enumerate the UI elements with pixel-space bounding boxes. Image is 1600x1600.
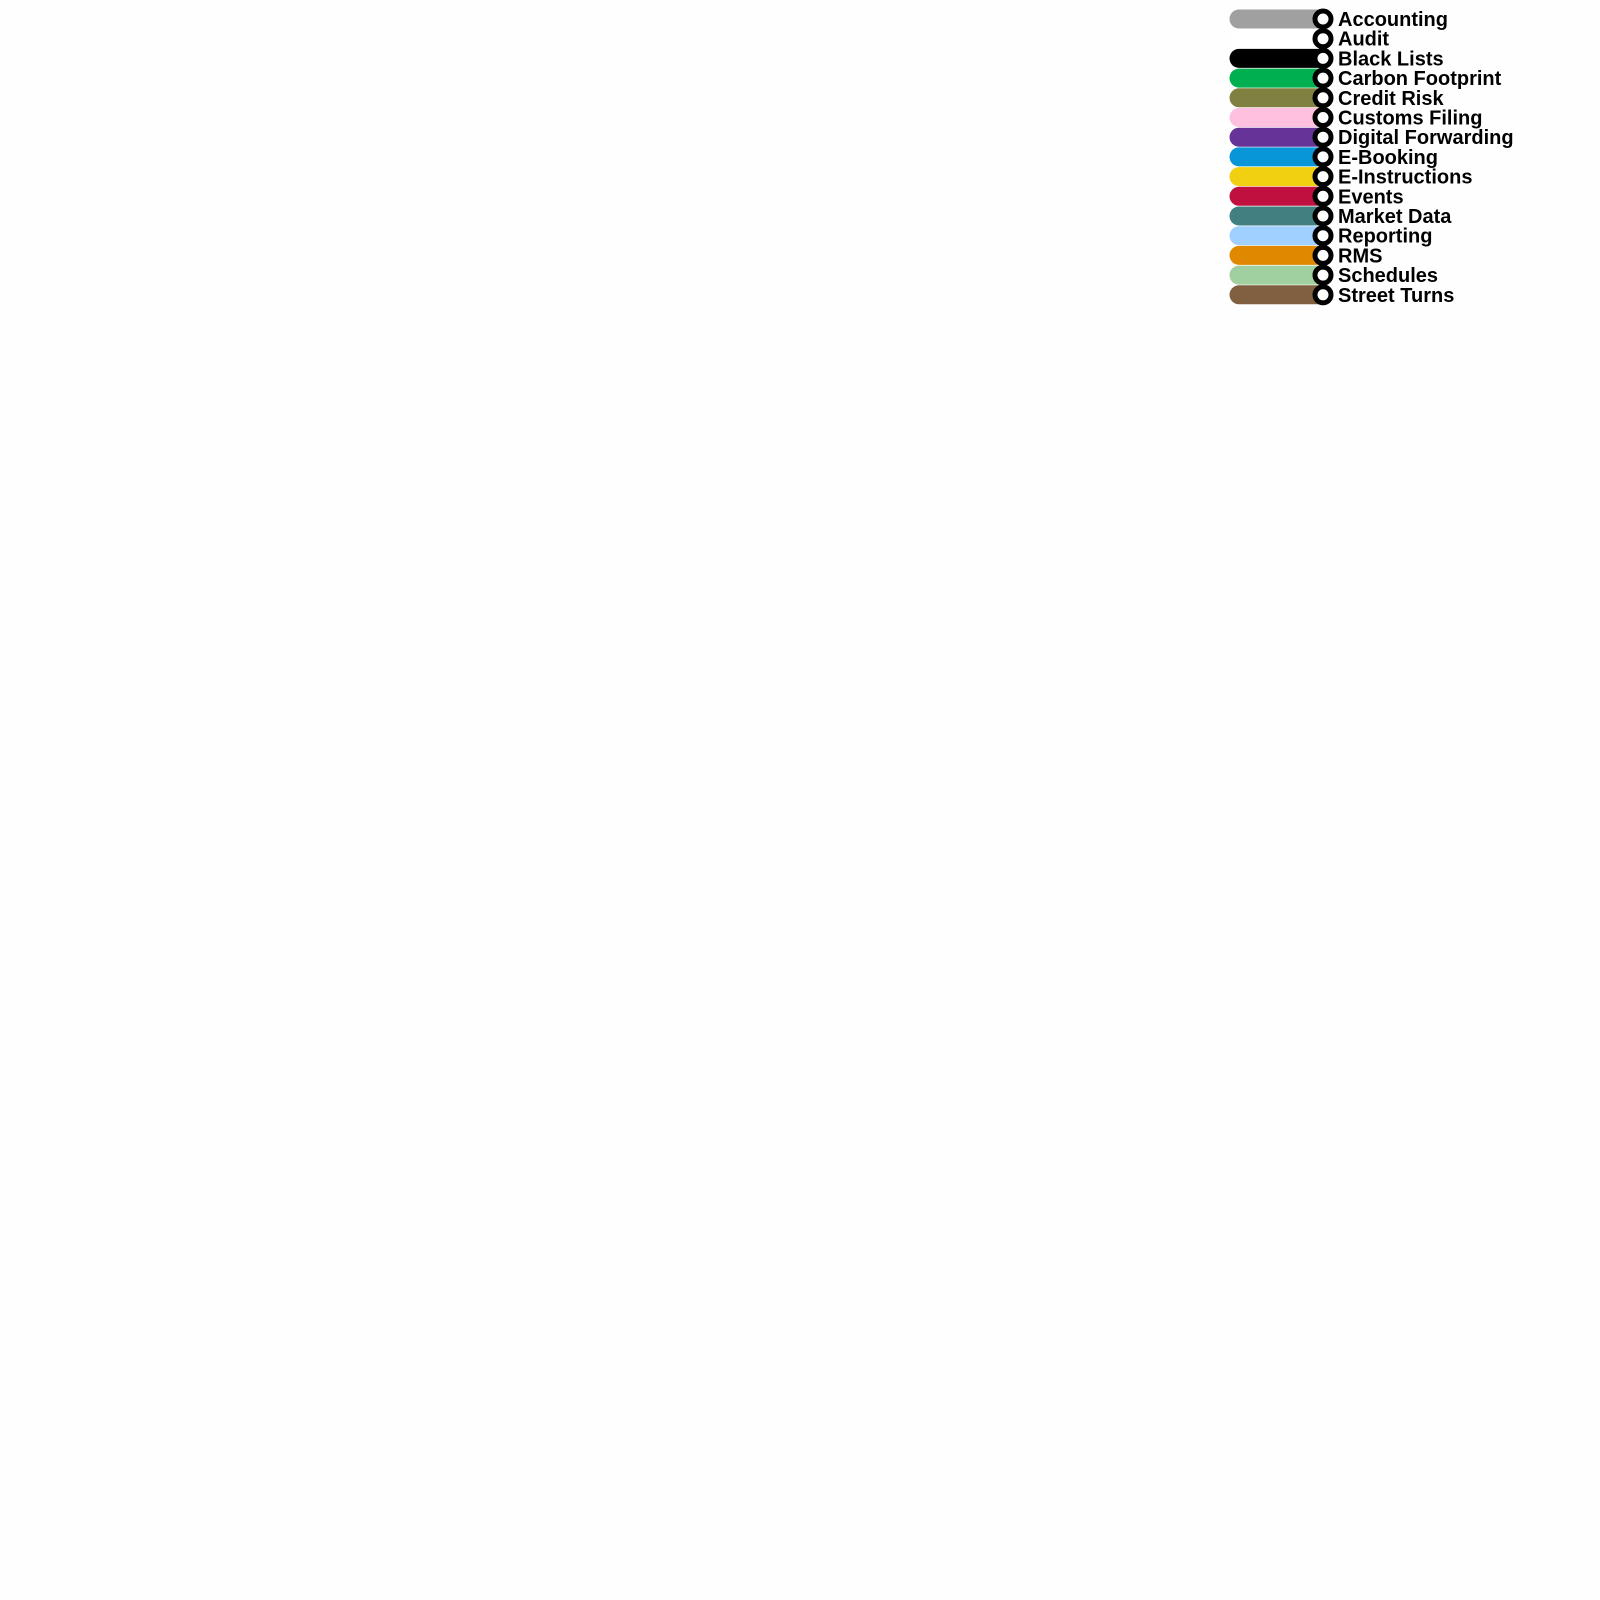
station-marker-icon bbox=[1312, 47, 1334, 69]
legend-item: E-Booking bbox=[1229, 146, 1438, 169]
legend-item: Schedules bbox=[1229, 264, 1438, 287]
legend-item: Black Lists bbox=[1229, 47, 1444, 70]
legend-label: Audit bbox=[1338, 29, 1389, 51]
legend-label: Digital Forwarding bbox=[1338, 127, 1514, 149]
legend-label: Street Turns bbox=[1338, 285, 1454, 307]
legend-item: Events bbox=[1229, 185, 1404, 208]
station-marker-icon bbox=[1312, 126, 1334, 148]
legend-item: Reporting bbox=[1229, 225, 1432, 248]
legend-item: Audit bbox=[1229, 28, 1389, 51]
legend-label: Credit Risk bbox=[1338, 88, 1444, 110]
station-marker-icon bbox=[1312, 87, 1334, 109]
station-marker-icon bbox=[1312, 146, 1334, 168]
station-marker-icon bbox=[1312, 166, 1334, 188]
legend-label: Black Lists bbox=[1338, 48, 1444, 70]
legend-item: Digital Forwarding bbox=[1229, 126, 1514, 149]
legend-label: E-Booking bbox=[1338, 147, 1438, 169]
legend-label: Reporting bbox=[1338, 226, 1432, 248]
legend-label: RMS bbox=[1338, 245, 1382, 267]
legend-item: Market Data bbox=[1229, 205, 1452, 228]
legend-item: E-Instructions bbox=[1229, 166, 1472, 189]
legend-item: Customs Filing bbox=[1229, 107, 1482, 130]
legend-item: Street Turns bbox=[1229, 284, 1454, 307]
station-marker-icon bbox=[1312, 264, 1334, 286]
legend-label: Market Data bbox=[1338, 206, 1452, 228]
legend-label: E-Instructions bbox=[1338, 167, 1472, 189]
legend-label: Customs Filing bbox=[1338, 108, 1482, 130]
legend-item: Carbon Footprint bbox=[1229, 67, 1502, 90]
station-marker-icon bbox=[1312, 284, 1334, 306]
legend-label: Carbon Footprint bbox=[1338, 68, 1502, 90]
legend-label: Accounting bbox=[1338, 9, 1448, 31]
station-marker-icon bbox=[1312, 107, 1334, 128]
legend-label: Events bbox=[1338, 186, 1404, 208]
legend-label: Schedules bbox=[1338, 265, 1438, 287]
station-marker-icon bbox=[1312, 225, 1334, 247]
station-marker-icon bbox=[1312, 185, 1334, 207]
legend-item: Credit Risk bbox=[1229, 87, 1444, 110]
legend-item: RMS bbox=[1229, 244, 1382, 267]
legend-item: Accounting bbox=[1229, 8, 1448, 31]
station-marker-icon bbox=[1312, 244, 1334, 266]
station-marker-icon bbox=[1312, 205, 1334, 227]
station-marker-icon bbox=[1312, 67, 1334, 89]
station-marker-icon bbox=[1312, 28, 1334, 50]
station-marker-icon bbox=[1312, 8, 1334, 30]
